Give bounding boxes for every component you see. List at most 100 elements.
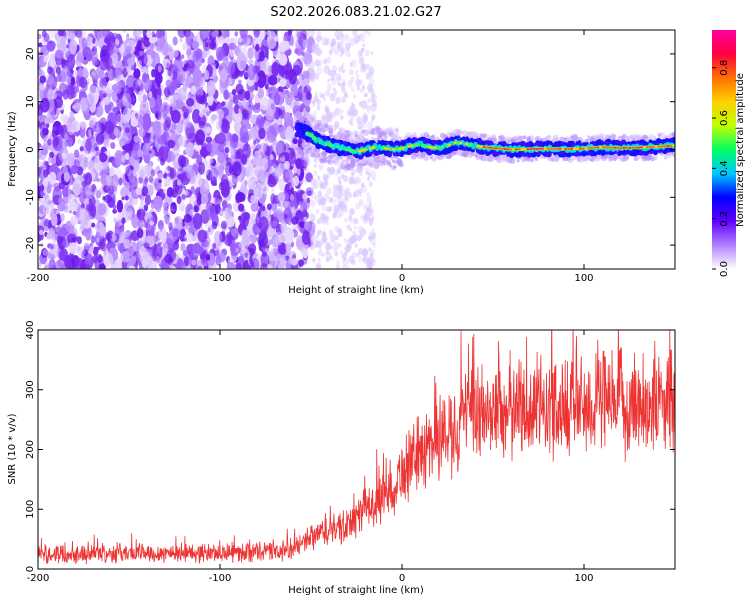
heatmap-cell	[125, 65, 131, 73]
heatmap-cell	[267, 227, 275, 238]
heatmap-cell	[150, 50, 156, 60]
heatmap-cell	[167, 165, 171, 172]
heatmap-cell	[38, 150, 43, 160]
heatmap-cell	[301, 51, 305, 57]
heatmap-cell	[223, 89, 230, 100]
heatmap-cell	[98, 117, 108, 131]
heatmap-cell	[46, 43, 56, 52]
heatmap-cell	[177, 154, 187, 168]
heatmap-cell	[86, 52, 93, 62]
heatmap-cell	[232, 161, 242, 177]
heatmap-cell	[387, 133, 391, 137]
heatmap-cell	[163, 242, 169, 250]
heatmap-cell	[42, 45, 47, 54]
heatmap-cell	[316, 98, 322, 106]
heatmap-cell	[68, 210, 72, 214]
heatmap-cell	[166, 186, 174, 198]
heatmap-cell	[133, 135, 140, 144]
heatmap-cell	[138, 220, 145, 230]
heatmap-cell	[50, 213, 58, 227]
heatmap-cell	[192, 35, 198, 43]
heatmap-cell	[305, 105, 311, 113]
heatmap-cell	[284, 226, 295, 245]
heatmap-cell	[224, 207, 232, 220]
heatmap-cell	[158, 179, 162, 184]
heatmap-cell	[260, 262, 268, 269]
heatmap-cell	[239, 105, 244, 111]
heatmap-cell	[157, 172, 164, 179]
heatmap-cell	[212, 242, 217, 250]
heatmap-cell	[337, 66, 342, 72]
heatmap-cell	[89, 245, 94, 253]
heatmap-cell	[258, 216, 269, 233]
heatmap-cell	[54, 49, 64, 59]
heatmap-cell	[292, 122, 296, 128]
heatmap-cell	[170, 109, 181, 124]
heatmap-cell	[254, 150, 260, 159]
heatmap-cell	[184, 64, 189, 72]
heatmap-cell	[273, 166, 283, 177]
heatmap-cell	[349, 114, 355, 121]
heatmap-cell	[38, 262, 42, 268]
heatmap-cell	[251, 130, 257, 140]
heatmap-cell	[338, 32, 345, 41]
heatmap-cell	[83, 56, 87, 61]
heatmap-cell	[356, 116, 363, 125]
heatmap-cell	[254, 81, 258, 87]
heatmap-cell	[187, 194, 191, 198]
heatmap-cell	[138, 50, 144, 56]
heatmap-cell	[360, 182, 365, 188]
heatmap-cell	[363, 159, 367, 163]
heatmap-cell	[355, 218, 360, 224]
heatmap-cell	[344, 49, 351, 57]
heatmap-cell	[298, 221, 306, 229]
heatmap-cell	[322, 230, 327, 237]
heatmap-cell	[270, 103, 276, 110]
heatmap-cell	[195, 129, 206, 145]
heatmap-cell	[116, 199, 124, 213]
heatmap-cell	[335, 184, 342, 192]
heatmap-cell	[168, 51, 174, 61]
heatmap-cell	[192, 212, 203, 230]
heatmap-cell	[148, 175, 153, 183]
heatmap-cell	[67, 233, 77, 244]
heatmap-cell	[355, 69, 359, 75]
heatmap-cell	[97, 255, 103, 264]
heatmap-cell	[252, 140, 257, 146]
heatmap-cell	[239, 30, 248, 39]
heatmap-cell	[209, 151, 215, 158]
heatmap-cell	[234, 262, 243, 269]
heatmap-cell	[191, 259, 197, 266]
heatmap-cell	[249, 213, 257, 221]
heatmap-cell	[235, 247, 239, 253]
heatmap-cell	[213, 230, 223, 247]
heatmap-cell	[363, 203, 369, 210]
heatmap-cell	[92, 37, 96, 44]
heatmap-cell	[311, 222, 317, 230]
heatmap-cell	[342, 190, 349, 198]
heatmap-cell	[235, 192, 246, 203]
heatmap-cell	[306, 112, 312, 119]
heatmap-cell	[244, 252, 248, 259]
heatmap-cell	[148, 213, 152, 220]
heatmap-cell	[412, 131, 418, 137]
heatmap-cell	[73, 149, 80, 159]
heatmap-cell	[318, 163, 324, 171]
heatmap-cell	[234, 31, 239, 37]
heatmap-cell	[284, 63, 292, 72]
heatmap-cell	[319, 216, 325, 224]
heatmap-cell	[136, 209, 142, 218]
heatmap-cell	[327, 69, 333, 77]
heatmap-cell	[317, 229, 322, 236]
heatmap-cell	[352, 234, 359, 243]
heatmap-cell	[113, 127, 119, 136]
heatmap-cell	[359, 33, 366, 42]
heatmap-cell	[44, 161, 49, 166]
heatmap-cell	[194, 247, 203, 256]
heatmap-cell	[248, 59, 254, 65]
heatmap-cell	[494, 156, 498, 161]
heatmap-cell	[110, 142, 116, 150]
heatmap-cell	[42, 249, 49, 256]
heatmap-cell	[104, 72, 108, 79]
